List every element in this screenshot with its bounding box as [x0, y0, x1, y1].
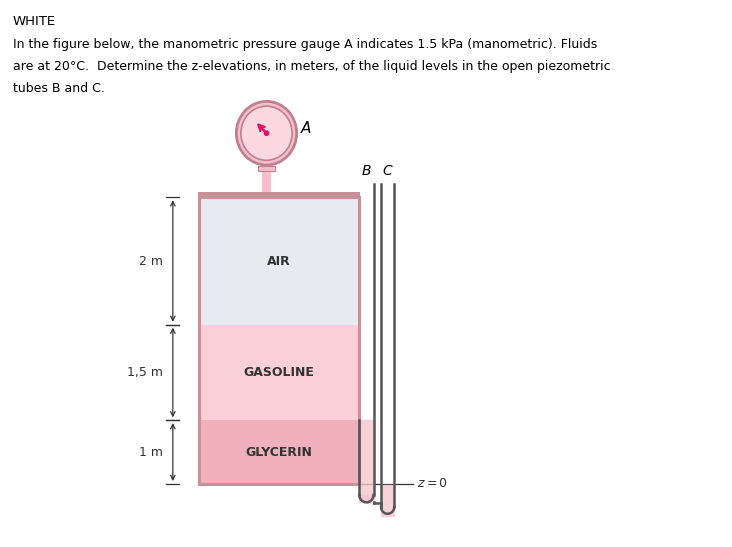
Text: C: C — [383, 164, 392, 178]
Bar — [198, 192, 360, 197]
Polygon shape — [381, 485, 395, 516]
Bar — [258, 166, 275, 171]
Text: $z = 0$: $z = 0$ — [417, 478, 448, 491]
Circle shape — [264, 131, 269, 136]
Circle shape — [236, 101, 296, 165]
Bar — [199, 420, 359, 484]
Text: tubes B and C.: tubes B and C. — [12, 82, 105, 95]
Polygon shape — [359, 420, 373, 502]
Bar — [262, 170, 271, 192]
Text: GLYCERIN: GLYCERIN — [246, 446, 313, 458]
Bar — [199, 325, 359, 420]
Bar — [199, 197, 359, 325]
Text: WHITE: WHITE — [12, 15, 56, 28]
Text: 1,5 m: 1,5 m — [127, 366, 163, 379]
Bar — [199, 197, 359, 484]
Circle shape — [241, 106, 292, 160]
Text: In the figure below, the manometric pressure gauge A indicates 1.5 kPa (manometr: In the figure below, the manometric pres… — [12, 38, 597, 51]
Text: GASOLINE: GASOLINE — [244, 366, 315, 379]
Text: B: B — [362, 164, 371, 178]
Text: AIR: AIR — [267, 254, 291, 267]
Text: A: A — [300, 121, 311, 136]
Text: are at 20°C.  Determine the z-elevations, in meters, of the liquid levels in the: are at 20°C. Determine the z-elevations,… — [12, 60, 610, 73]
Text: 1 m: 1 m — [139, 446, 163, 458]
Text: 2 m: 2 m — [139, 254, 163, 267]
